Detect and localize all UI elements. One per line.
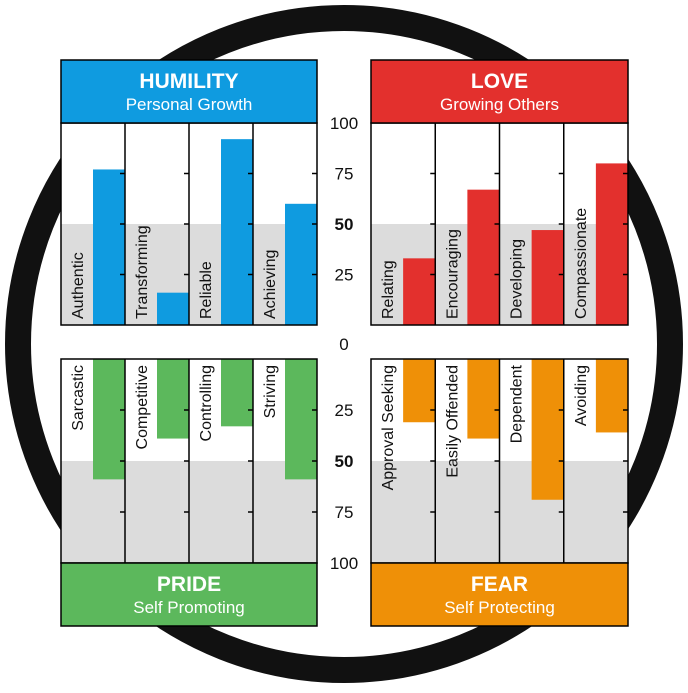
bar-easily-offended bbox=[467, 359, 500, 439]
category-label-easily-offended: Easily Offended bbox=[444, 365, 461, 478]
quadrant-title-love: LOVE bbox=[471, 70, 528, 93]
axis-zero: 0 bbox=[339, 335, 348, 354]
quadrant-title-fear: FEAR bbox=[471, 573, 528, 596]
quadrant-subtitle-love: Growing Others bbox=[440, 95, 559, 114]
header-pride bbox=[60, 562, 318, 627]
category-label-controlling: Controlling bbox=[198, 365, 215, 441]
bar-encouraging bbox=[467, 189, 500, 325]
category-label-dependent: Dependent bbox=[509, 364, 526, 443]
category-label-reliable: Reliable bbox=[198, 261, 215, 319]
category-label-sarcastic: Sarcastic bbox=[70, 365, 87, 431]
axis-tick-bottom-50: 50 bbox=[335, 452, 354, 471]
axis-tick-bottom-100: 100 bbox=[330, 554, 358, 573]
category-label-striving: Striving bbox=[262, 365, 279, 418]
axis-tick-bottom-75: 75 bbox=[335, 503, 354, 522]
bar-developing bbox=[531, 230, 564, 325]
bar-avoiding bbox=[595, 359, 628, 433]
category-label-compassionate: Compassionate bbox=[573, 208, 590, 319]
bar-authentic bbox=[93, 169, 125, 325]
category-label-approval-seeking: Approval Seeking bbox=[380, 365, 397, 490]
bar-reliable bbox=[221, 139, 253, 325]
header-humility bbox=[60, 59, 318, 124]
panel-fear: Approval Seeking Easily Offended Dependent… bbox=[370, 358, 629, 627]
category-label-avoiding: Avoiding bbox=[573, 365, 590, 426]
category-label-encouraging: Encouraging bbox=[444, 229, 461, 319]
header-fear bbox=[370, 562, 629, 627]
bar-relating bbox=[403, 258, 436, 325]
ring-label-top: EFFECTIVE bbox=[297, 102, 391, 123]
quadrant-subtitle-pride: Self Promoting bbox=[133, 598, 245, 617]
quadrant-subtitle-humility: Personal Growth bbox=[126, 95, 253, 114]
bar-achieving bbox=[285, 203, 317, 325]
category-label-competitive: Competitive bbox=[134, 365, 151, 450]
outer-ring bbox=[5, 5, 683, 683]
panel-humility: Authentic Transforming Reliable Achieving HU… bbox=[60, 59, 318, 326]
bar-striving bbox=[285, 359, 317, 480]
axis-tick-top-50: 50 bbox=[335, 215, 354, 234]
bar-competitive bbox=[157, 359, 189, 439]
category-label-developing: Developing bbox=[509, 239, 526, 319]
axis-tick-bottom-25: 25 bbox=[335, 401, 354, 420]
category-label-achieving: Achieving bbox=[262, 250, 279, 319]
bar-dependent bbox=[531, 359, 564, 500]
quadrant-subtitle-fear: Self Protecting bbox=[444, 598, 555, 617]
axis-tick-top-75: 75 bbox=[335, 165, 354, 184]
category-label-authentic: Authentic bbox=[70, 252, 87, 319]
panel-love: Relating Encouraging Developing Compassiona… bbox=[370, 59, 629, 326]
category-label-relating: Relating bbox=[380, 260, 397, 319]
bar-approval-seeking bbox=[403, 359, 436, 423]
panel-pride: Sarcastic Competitive Controlling Striving P… bbox=[60, 358, 318, 627]
bar-compassionate bbox=[595, 163, 628, 325]
bar-transforming bbox=[157, 292, 189, 325]
header-love bbox=[370, 59, 629, 124]
bar-controlling bbox=[221, 359, 253, 427]
quadrant-title-humility: HUMILITY bbox=[139, 70, 238, 93]
axis-tick-top-100: 100 bbox=[330, 114, 358, 133]
category-label-transforming: Transforming bbox=[134, 225, 151, 319]
bar-sarcastic bbox=[93, 359, 125, 480]
axis-tick-top-25: 25 bbox=[335, 266, 354, 285]
quadrant-title-pride: PRIDE bbox=[157, 573, 221, 596]
